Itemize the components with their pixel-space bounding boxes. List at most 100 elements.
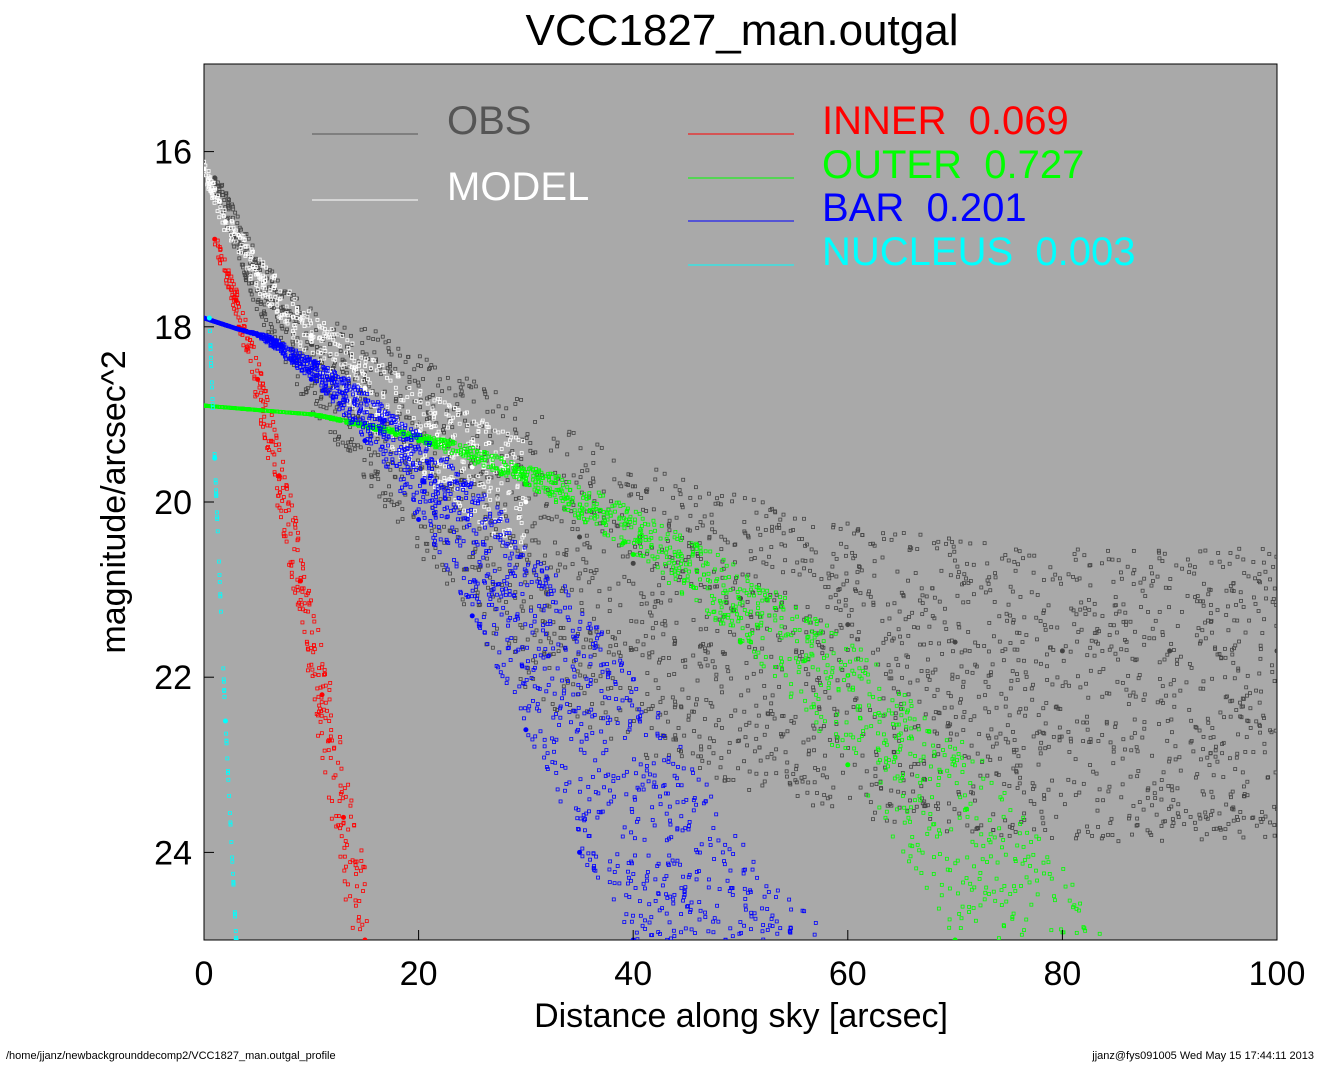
obs-marker [854,696,859,701]
obs-marker [806,752,811,757]
obs-marker [592,652,597,657]
inner-marker [248,358,253,363]
outer-marker [506,468,510,473]
outer-marker [657,549,661,554]
obs-marker [625,554,630,559]
inner-marker [344,864,348,869]
obs-marker [1140,735,1145,740]
obs-marker [695,678,700,683]
outer-marker [320,414,325,419]
inner-marker [259,390,263,395]
model-marker [482,484,487,489]
obs-marker [1012,559,1017,564]
inner-marker [327,719,332,723]
outer-marker [960,740,965,744]
inner-marker [319,731,324,736]
obs-marker [678,492,683,497]
obs-marker [1157,660,1162,665]
obs-marker [437,529,442,533]
outer-marker [649,543,654,547]
obs-marker [262,302,267,307]
obs-marker [482,387,486,392]
outer-marker [945,856,949,861]
obs-marker [1169,784,1174,789]
outer-marker [694,546,699,551]
obs-marker [387,349,391,354]
inner-marker [252,376,257,381]
outer-marker [816,697,821,701]
obs-marker [1092,653,1097,658]
outer-marker [708,549,713,554]
outer-marker [490,467,495,472]
outer-marker [601,514,606,519]
outer-marker [718,598,722,603]
obs-marker [1253,601,1258,606]
outer-marker [655,555,660,560]
outer-marker [672,568,677,573]
obs-marker [1242,784,1246,789]
obs-marker [650,591,655,596]
obs-marker [1074,612,1079,617]
model-marker [317,323,322,328]
obs-marker [616,581,621,586]
obs-marker [922,761,927,766]
outer-marker [827,681,832,686]
outer-marker [944,738,949,743]
obs-marker [680,687,685,692]
model-marker [305,333,310,338]
outer-marker [922,742,927,747]
obs-marker [318,404,323,409]
outer-marker [1059,927,1063,932]
obs-marker [820,651,825,656]
obs-marker [465,567,470,572]
obs-marker [1036,713,1041,718]
model-marker [254,270,259,274]
inner-marker [331,775,336,780]
inner-marker [254,355,258,360]
obs-marker [1008,641,1013,645]
obs-marker [1041,821,1046,826]
inner-marker [281,459,285,464]
model-marker [465,423,470,427]
inner-marker [227,278,232,283]
outer-marker [810,665,815,670]
obs-marker [856,630,861,634]
outer-marker [927,826,932,831]
obs-marker [1159,778,1164,782]
obs-marker [617,481,622,486]
model-marker [345,338,350,343]
obs-marker [518,623,523,627]
obs-marker [823,753,827,758]
obs-marker [1023,713,1028,718]
obs-marker [889,676,894,681]
obs-marker [1135,823,1140,827]
outer-marker [988,854,993,859]
obs-marker [1133,694,1138,699]
obs-marker [1223,675,1228,680]
outer-marker [595,514,600,519]
obs-marker [485,475,490,480]
obs-marker [1203,620,1208,625]
obs-marker [226,207,231,212]
outer-marker [560,478,565,482]
model-marker [399,397,404,402]
obs-marker [582,691,587,696]
obs-marker [873,810,877,815]
outer-marker [506,470,511,475]
obs-marker [239,262,244,267]
obs-marker [686,695,691,700]
outer-marker [547,486,552,491]
obs-marker [759,669,763,674]
outer-marker [452,440,457,445]
obs-marker [839,541,843,546]
outer-marker [755,624,760,629]
inner-marker [342,868,347,873]
obs-marker [1104,719,1109,724]
obs-marker [1237,639,1241,644]
obs-marker [540,619,545,623]
outer-marker [1008,892,1013,896]
outer-marker [948,868,953,873]
obs-marker [801,740,806,745]
obs-marker [762,683,767,688]
outer-marker [1035,878,1039,883]
